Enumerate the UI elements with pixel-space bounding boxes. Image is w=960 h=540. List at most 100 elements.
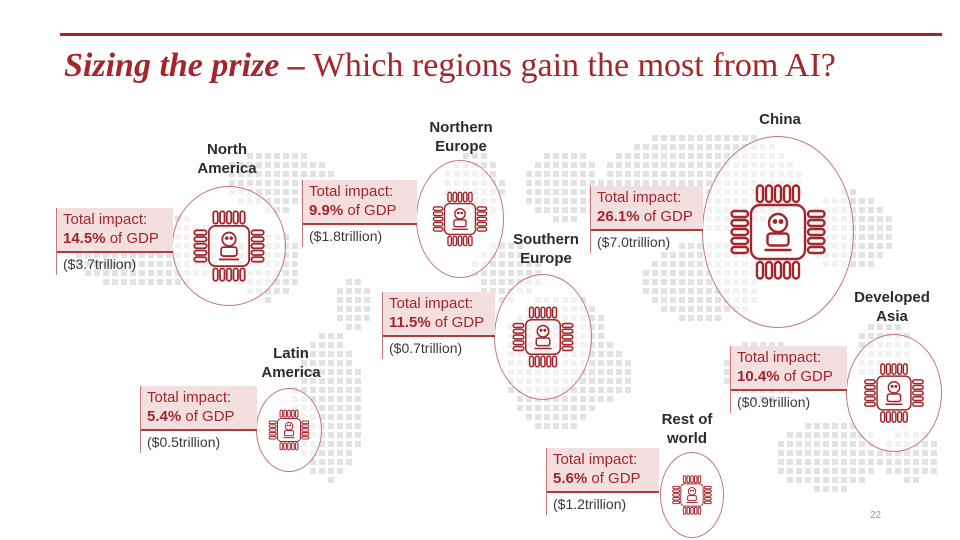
map-dot <box>850 459 856 465</box>
chip-body <box>207 224 251 268</box>
map-dot <box>823 477 829 483</box>
map-dot <box>265 198 271 204</box>
map-dot <box>670 135 676 141</box>
map-dot <box>319 432 325 438</box>
map-dot <box>778 441 784 447</box>
map-dot <box>265 288 271 294</box>
map-dot <box>166 279 172 285</box>
map-dot <box>688 279 694 285</box>
chip-pin <box>682 506 687 515</box>
robot-eye <box>689 489 692 492</box>
map-dot <box>319 162 325 168</box>
map-dot <box>580 378 586 384</box>
map-dot <box>724 360 730 366</box>
map-dot <box>121 261 127 267</box>
chip-pin <box>773 260 783 280</box>
robot-body <box>453 219 467 228</box>
map-dot <box>355 369 361 375</box>
chip-pin <box>467 191 473 203</box>
chip-pin <box>730 236 750 246</box>
chip-pin <box>730 209 750 219</box>
map-dot <box>679 180 685 186</box>
title-emphasis: Sizing the prize – <box>64 47 305 84</box>
map-dot <box>526 252 532 258</box>
map-dot <box>553 153 559 159</box>
chip-pin <box>806 209 826 219</box>
map-dot <box>625 162 631 168</box>
map-dot <box>868 216 874 222</box>
map-dot <box>859 252 865 258</box>
robot-eye <box>692 489 695 492</box>
chip-pin <box>686 475 691 484</box>
map-dot <box>832 441 838 447</box>
map-dot <box>517 270 523 276</box>
map-dot <box>805 450 811 456</box>
map-dot <box>553 162 559 168</box>
impact-amount: ($3.7trillion) <box>63 256 137 272</box>
map-dot <box>544 171 550 177</box>
map-dot <box>679 288 685 294</box>
map-dot <box>571 414 577 420</box>
map-dot <box>859 261 865 267</box>
map-dot <box>787 477 793 483</box>
map-dot <box>814 450 820 456</box>
map-dot <box>670 297 676 303</box>
chip-pin <box>703 496 712 501</box>
map-dot <box>850 450 856 456</box>
map-dot <box>346 324 352 330</box>
map-dot <box>706 171 712 177</box>
map-dot <box>643 171 649 177</box>
map-dot <box>697 261 703 267</box>
map-dot <box>904 459 910 465</box>
map-dot <box>229 171 235 177</box>
map-dot <box>679 243 685 249</box>
map-dot <box>652 144 658 150</box>
map-dot <box>688 252 694 258</box>
robot-head <box>687 487 697 496</box>
map-dot <box>274 288 280 294</box>
callout-leader-line <box>303 223 417 225</box>
chip-pin <box>268 432 277 436</box>
map-dot <box>283 270 289 276</box>
map-dot <box>607 351 613 357</box>
map-dot <box>589 405 595 411</box>
map-dot <box>904 450 910 456</box>
map-dot <box>832 486 838 492</box>
map-dot <box>112 261 118 267</box>
map-dot <box>301 153 307 159</box>
map-dot <box>913 468 919 474</box>
map-dot <box>292 171 298 177</box>
map-dot <box>328 405 334 411</box>
map-dot <box>346 351 352 357</box>
map-dot <box>670 306 676 312</box>
map-dot <box>310 162 316 168</box>
map-dot <box>346 369 352 375</box>
map-dot <box>490 288 496 294</box>
map-dot <box>598 315 604 321</box>
map-dot <box>643 162 649 168</box>
map-dot <box>850 423 856 429</box>
chip-pin <box>283 409 287 418</box>
map-dot <box>679 279 685 285</box>
map-dot <box>508 261 514 267</box>
map-dot <box>346 306 352 312</box>
chip-pin <box>250 256 265 263</box>
chip-pin <box>219 210 226 225</box>
chip-pin <box>287 442 291 451</box>
map-dot <box>310 396 316 402</box>
map-dot <box>598 360 604 366</box>
chip-pin <box>806 245 826 255</box>
region-circle-latin-america <box>256 388 322 472</box>
map-dot <box>328 396 334 402</box>
chip-pin <box>546 306 552 319</box>
map-dot <box>562 207 568 213</box>
map-dot <box>697 180 703 186</box>
map-dot <box>535 423 541 429</box>
map-dot <box>85 252 91 258</box>
map-dot <box>139 252 145 258</box>
map-dot <box>607 387 613 393</box>
map-dot <box>661 279 667 285</box>
chip-pin <box>528 355 535 368</box>
chip-pin <box>250 236 265 243</box>
region-name-northern-europe: Northern Europe <box>429 119 493 155</box>
